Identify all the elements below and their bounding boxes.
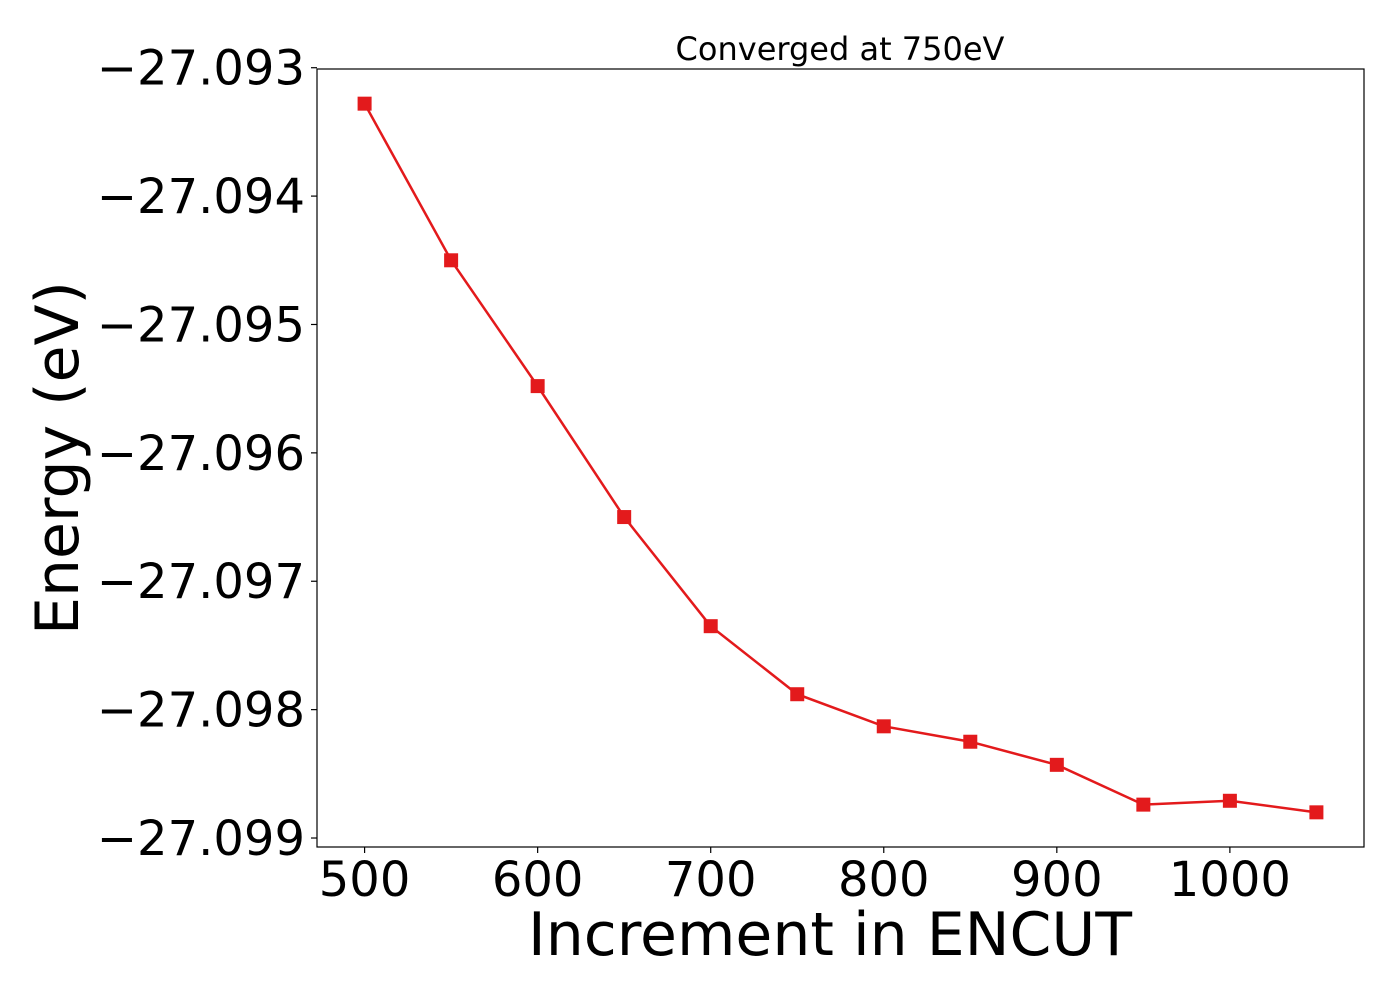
plot-area	[357, 96, 1324, 820]
data-point-marker	[963, 734, 978, 749]
y-axis-label: Energy (eV)	[23, 281, 93, 635]
data-point-marker	[357, 96, 372, 111]
data-point-marker	[1309, 805, 1324, 820]
x-tick-label: 500	[319, 852, 411, 908]
x-tick-label: 800	[838, 852, 930, 908]
plot-frame	[316, 68, 1365, 848]
x-axis-label: Increment in ENCUT	[528, 900, 1132, 970]
data-point-marker	[1136, 797, 1151, 812]
series-line	[363, 103, 1317, 814]
y-tick-label: −27.095	[97, 297, 305, 353]
y-tick-label: −27.097	[97, 554, 305, 610]
data-point-marker	[530, 379, 545, 394]
data-point-marker	[1049, 757, 1064, 772]
x-tick-label: 1000	[1169, 852, 1291, 908]
x-tick-label: 600	[492, 852, 584, 908]
y-tick-label: −27.098	[97, 683, 305, 739]
y-axis: −27.093 −27.094 −27.095 −27.096 −27.097 −27.0…	[97, 41, 317, 867]
data-point-marker	[617, 510, 632, 525]
y-tick-label: −27.094	[97, 169, 305, 225]
data-point-marker	[1222, 793, 1237, 808]
data-point-marker	[444, 253, 459, 268]
y-tick-label: −27.096	[97, 426, 305, 482]
x-axis: 500 600 700 800 900 1000	[319, 847, 1291, 908]
y-tick-label: −27.093	[97, 41, 305, 97]
x-tick-label: 700	[665, 852, 757, 908]
data-point-marker	[876, 719, 891, 734]
x-tick-label: 900	[1011, 852, 1103, 908]
y-tick-label: −27.099	[97, 811, 305, 867]
data-point-marker	[790, 687, 805, 702]
data-point-marker	[703, 619, 718, 634]
chart-title: Converged at 750eV	[676, 30, 1005, 68]
